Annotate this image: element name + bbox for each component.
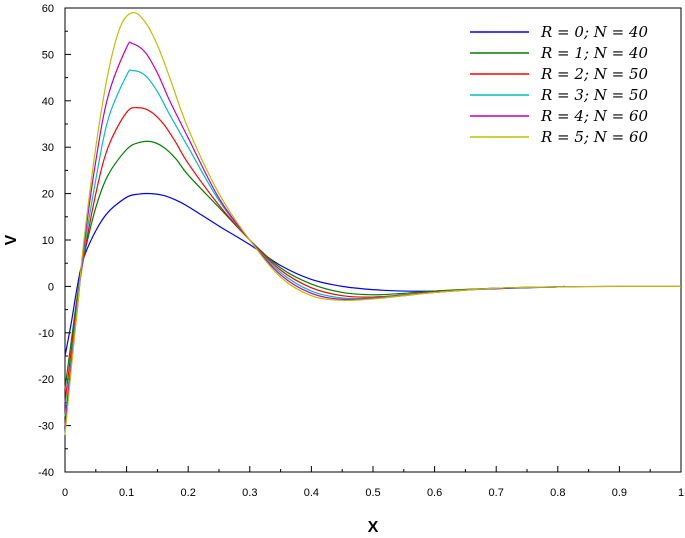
- series-lines: [64, 11, 682, 435]
- y-tick-label: 10: [42, 235, 54, 247]
- x-tick-label: 0.8: [550, 487, 565, 499]
- y-tick-label: 30: [42, 142, 54, 154]
- x-tick-label: 0.2: [181, 487, 196, 499]
- x-tick-label: 0.9: [612, 487, 627, 499]
- x-tick-label: 1: [678, 487, 684, 499]
- x-tick-label: 0.5: [365, 487, 380, 499]
- x-axis-title: X: [368, 519, 379, 536]
- x-tick-label: 0.1: [119, 487, 134, 499]
- y-tick-label: -10: [38, 328, 54, 340]
- legend-label-3: R = 3; N = 50: [540, 86, 649, 104]
- legend: R = 0; N = 40 R = 1; N = 40 R = 2; N = 50 R…: [470, 23, 649, 146]
- legend-label-2: R = 2; N = 50: [540, 65, 649, 83]
- series-line-0: [64, 192, 566, 357]
- y-tick-labels: -40 -30 -20 -10 0 10 20 30 40 50 60: [38, 3, 54, 479]
- y-tick-label: -30: [38, 421, 54, 433]
- plot-area: [64, 7, 682, 473]
- legend-label-5: R = 5; N = 60: [540, 128, 649, 146]
- y-tick-label: 20: [42, 189, 54, 201]
- y-tick-label: -20: [38, 374, 54, 386]
- x-tick-label: 0: [62, 487, 68, 499]
- x-tick-label: 0.4: [304, 487, 319, 499]
- y-axis-title: V: [3, 234, 20, 245]
- x-tick-label: 0.6: [427, 487, 442, 499]
- x-tick-label: 0.7: [489, 487, 504, 499]
- y-tick-label: 0: [48, 281, 54, 293]
- y-tick-label: 40: [42, 96, 54, 108]
- y-tick-label: 60: [42, 3, 54, 15]
- legend-label-4: R = 4; N = 60: [540, 107, 649, 125]
- x-tick-label: 0.3: [242, 487, 257, 499]
- series-line-5: [64, 11, 682, 435]
- y-tick-label: 50: [42, 49, 54, 61]
- y-tick-label: -40: [38, 467, 54, 479]
- x-tick-labels: 0 0.1 0.2 0.3 0.4 0.5 0.6 0.7 0.8 0.9 1: [62, 487, 684, 499]
- legend-label-0: R = 0; N = 40: [540, 23, 649, 41]
- series-line-1: [64, 140, 566, 389]
- legend-label-1: R = 1; N = 40: [540, 44, 649, 62]
